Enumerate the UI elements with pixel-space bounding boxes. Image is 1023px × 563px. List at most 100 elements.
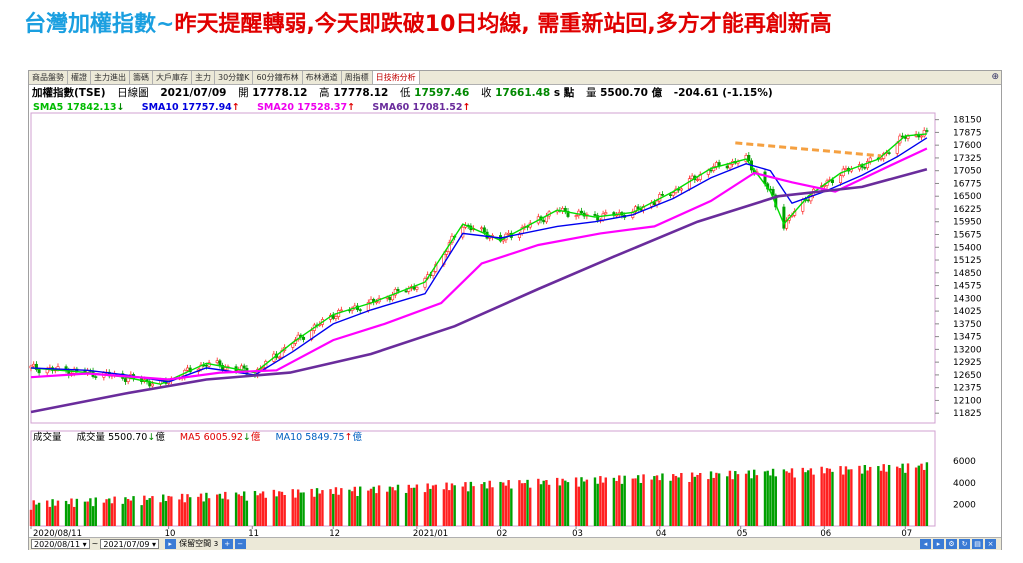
- candle: [291, 343, 295, 348]
- end-date-select[interactable]: 2021/07/09 ▾: [100, 539, 160, 549]
- volume-bar: [850, 469, 853, 526]
- volume-bar: [218, 493, 222, 526]
- candle: [696, 179, 700, 181]
- volume-bar: [774, 476, 777, 526]
- price-tick-12: 14850: [953, 269, 982, 279]
- volume-bar: [91, 506, 95, 526]
- zoom-in-button[interactable]: +: [221, 539, 233, 549]
- volume-bar: [526, 479, 529, 526]
- volume-title: 成交量: [33, 432, 62, 443]
- volume-bar: [672, 474, 675, 526]
- candle: [388, 297, 392, 301]
- start-date-select[interactable]: 2020/08/11 ▾: [31, 539, 90, 549]
- tab-4[interactable]: 大戶庫存: [153, 71, 192, 84]
- query-button[interactable]: ▸: [164, 539, 176, 549]
- price-tick-20: 12650: [953, 371, 982, 381]
- volume-bar: [809, 468, 813, 526]
- volume-bar: [806, 470, 810, 526]
- next-button[interactable]: ▸: [933, 539, 944, 549]
- volume-bar: [566, 482, 570, 526]
- volume-bar: [464, 482, 467, 526]
- volume-bar: [329, 489, 332, 526]
- volume-bar: [148, 498, 151, 526]
- tab-9[interactable]: 周指標: [342, 71, 373, 84]
- candle: [687, 178, 691, 190]
- volume-bar: [790, 468, 794, 526]
- close-button[interactable]: ×: [985, 539, 996, 549]
- date-sep: ~: [91, 539, 99, 548]
- candle: [507, 232, 511, 235]
- tab-5[interactable]: 主力: [192, 71, 215, 84]
- print-button[interactable]: ▤: [972, 539, 983, 549]
- volume-bar: [866, 470, 869, 526]
- high-label: 高: [319, 87, 330, 99]
- settings-button[interactable]: ⚙: [946, 539, 957, 549]
- candle: [150, 383, 154, 387]
- slide-title-index: 台灣加權指數~: [24, 12, 175, 37]
- volume-bar: [661, 473, 664, 526]
- series-sma5: [30, 133, 927, 385]
- volume-bar: [734, 471, 737, 526]
- volume-bar: [180, 493, 184, 526]
- volume-bar: [858, 465, 861, 526]
- tab-2[interactable]: 主力進出: [91, 71, 130, 84]
- volume-bar: [407, 484, 410, 526]
- tab-0[interactable]: 商品盤勢: [29, 71, 68, 84]
- volume-bar: [898, 468, 902, 526]
- volume-bar: [480, 484, 483, 526]
- volume-bar: [545, 480, 548, 526]
- volume-bar: [143, 495, 146, 526]
- candle: [579, 210, 583, 214]
- volume-bar: [574, 477, 578, 526]
- volume-bar: [377, 485, 381, 526]
- refresh-button[interactable]: ↻: [959, 539, 970, 549]
- candle: [277, 356, 281, 359]
- keep-space-value: 3: [213, 540, 219, 548]
- volume-bar: [334, 487, 338, 526]
- tab-10[interactable]: 日技術分析: [372, 71, 420, 84]
- volume-bar: [124, 497, 127, 526]
- volume-bar: [469, 481, 473, 526]
- tab-3[interactable]: 籌碼: [130, 71, 153, 84]
- volume-bar: [582, 481, 586, 526]
- tab-6[interactable]: 30分鐘K: [215, 71, 254, 84]
- change-value: -204.61 (-1.15%): [673, 87, 773, 99]
- prev-button[interactable]: ◂: [920, 539, 931, 549]
- volume-bar: [224, 491, 227, 526]
- candle: [242, 365, 246, 369]
- volume-bar: [310, 488, 313, 526]
- tab-1[interactable]: 權證: [68, 71, 91, 84]
- candle: [37, 369, 41, 374]
- candle: [339, 309, 343, 312]
- volume-bar: [291, 489, 294, 526]
- volume-bar: [189, 497, 192, 526]
- volume-bar: [283, 494, 286, 526]
- zoom-icon[interactable]: ⊕: [991, 72, 999, 82]
- volume-bar: [70, 498, 73, 526]
- x-tick-8: 05: [737, 529, 748, 537]
- volume-bar: [636, 475, 640, 526]
- zoom-out-button[interactable]: −: [234, 539, 246, 549]
- price-tick-16: 13750: [953, 320, 982, 330]
- volume-ma10: MA10 5849.75↑億: [275, 432, 363, 443]
- volume-bar: [696, 474, 699, 526]
- volume-bar: [804, 472, 807, 526]
- volume-bar: [199, 493, 203, 526]
- candle: [830, 179, 834, 183]
- volume-bar: [415, 484, 419, 526]
- close-value: 17661.48: [495, 87, 551, 99]
- volume-bar: [828, 468, 831, 526]
- volume-bar: [793, 477, 796, 526]
- volume-bar: [170, 496, 173, 526]
- candle: [542, 219, 546, 223]
- volume-bar: [129, 500, 133, 526]
- volume-bar: [507, 480, 510, 526]
- volume-bar: [615, 480, 618, 526]
- tab-7[interactable]: 60分鐘布林: [253, 71, 303, 84]
- volume-bar: [388, 486, 392, 526]
- x-tick-3: 12: [329, 529, 340, 537]
- tab-8[interactable]: 布林通道: [303, 71, 342, 84]
- volume-bar: [348, 489, 351, 526]
- volume-bar: [259, 493, 262, 526]
- price-tick-17: 13475: [953, 333, 982, 343]
